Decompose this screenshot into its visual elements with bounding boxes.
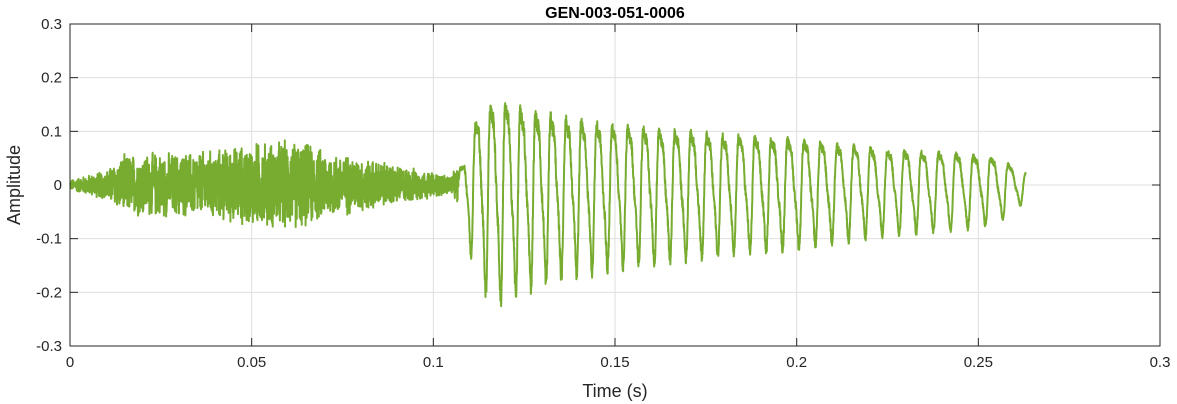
series-line [69, 102, 1027, 308]
y-tick-label: -0.3 [36, 338, 62, 355]
x-tick-label: 0.2 [786, 354, 807, 371]
x-axis-label: Time (s) [582, 381, 647, 401]
x-tick-label: 0.15 [600, 354, 629, 371]
axes-box [69, 23, 1161, 347]
x-tick-label: 0.3 [1150, 354, 1171, 371]
x-tick-label: 0.05 [237, 354, 266, 371]
y-tick-label: 0.2 [41, 70, 62, 87]
y-tick-labels: -0.3 -0.2 -0.1 0 0.1 0.2 0.3 [36, 16, 62, 355]
y-axis-label: Amplitude [4, 145, 24, 225]
y-tick-label: -0.2 [36, 284, 62, 301]
x-tick-label: 0 [66, 354, 74, 371]
y-tick-label: 0.1 [41, 123, 62, 140]
chart-title: GEN-003-051-0006 [545, 5, 685, 22]
y-tick-label: 0 [54, 177, 62, 194]
x-tick-labels: 0 0.05 0.1 0.15 0.2 0.25 0.3 [66, 354, 1171, 371]
x-tick-label: 0.1 [423, 354, 444, 371]
x-tick-label: 0.25 [964, 354, 993, 371]
y-tick-label: -0.1 [36, 231, 62, 248]
y-tick-label: 0.3 [41, 16, 62, 33]
